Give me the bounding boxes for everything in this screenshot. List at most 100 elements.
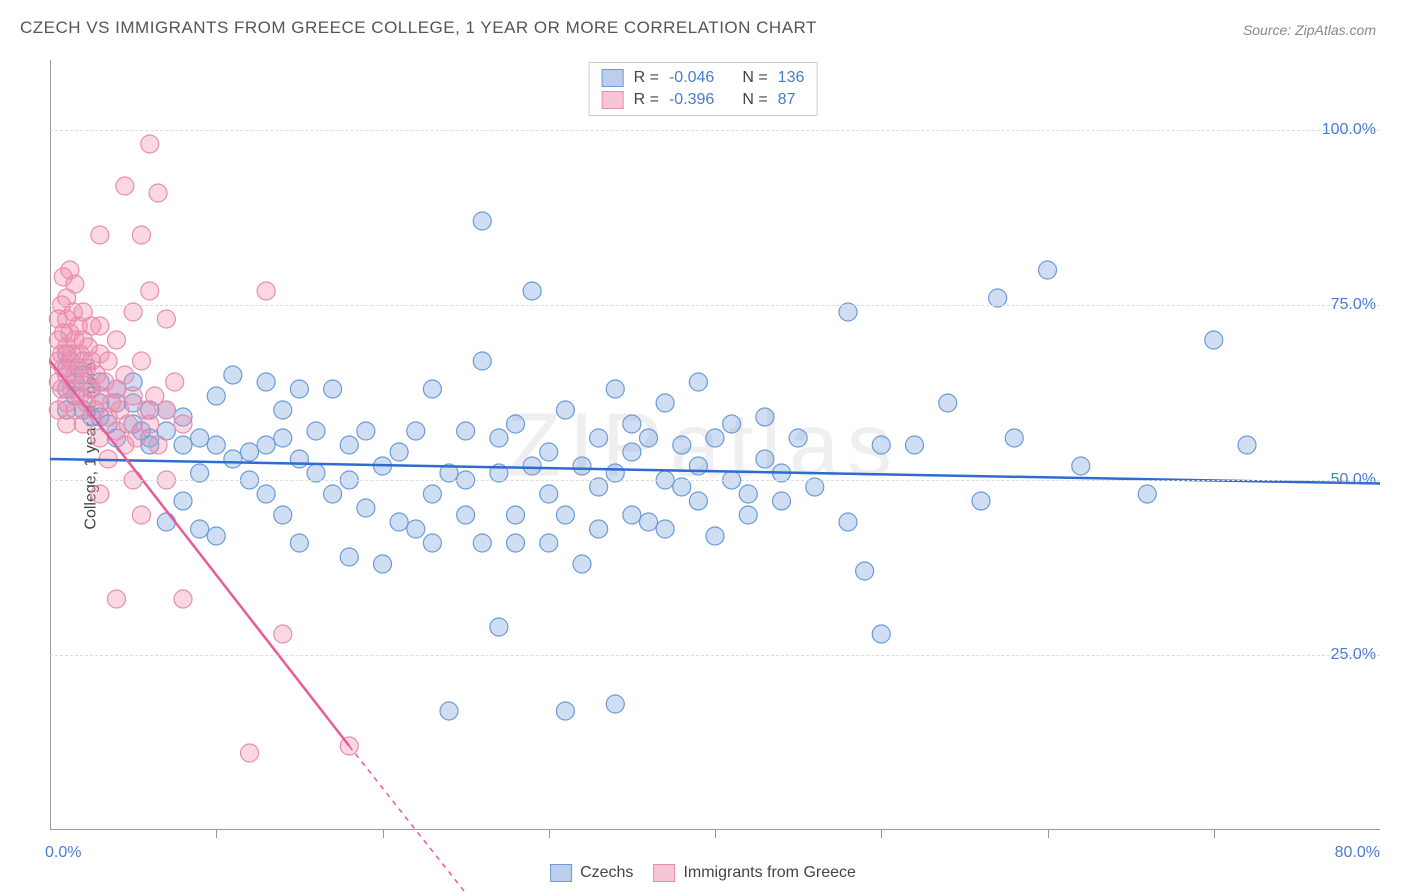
data-point bbox=[906, 436, 924, 454]
chart-svg bbox=[50, 60, 1380, 830]
legend-item: Immigrants from Greece bbox=[653, 864, 855, 882]
data-point bbox=[656, 520, 674, 538]
data-point bbox=[556, 702, 574, 720]
y-tick-label: 25.0% bbox=[1331, 646, 1376, 664]
data-point bbox=[606, 695, 624, 713]
data-point bbox=[457, 506, 475, 524]
data-point bbox=[241, 744, 259, 762]
data-point bbox=[108, 331, 126, 349]
data-point bbox=[132, 352, 150, 370]
data-point bbox=[507, 534, 525, 552]
data-point bbox=[590, 429, 608, 447]
data-point bbox=[507, 506, 525, 524]
data-point bbox=[556, 506, 574, 524]
data-point bbox=[357, 422, 375, 440]
x-tick bbox=[1214, 830, 1215, 838]
data-point bbox=[207, 527, 225, 545]
data-point bbox=[191, 520, 209, 538]
data-point bbox=[290, 450, 308, 468]
chart-title: CZECH VS IMMIGRANTS FROM GREECE COLLEGE,… bbox=[20, 18, 817, 38]
data-point bbox=[789, 429, 807, 447]
x-axis-max-label: 80.0% bbox=[1335, 844, 1380, 862]
y-tick-label: 50.0% bbox=[1331, 471, 1376, 489]
data-point bbox=[939, 394, 957, 412]
data-point bbox=[656, 394, 674, 412]
gridline bbox=[50, 480, 1380, 481]
legend-swatch-icon bbox=[602, 91, 624, 109]
n-value: 136 bbox=[778, 69, 805, 87]
data-point bbox=[856, 562, 874, 580]
data-point bbox=[1039, 261, 1057, 279]
data-point bbox=[872, 625, 890, 643]
data-point bbox=[174, 492, 192, 510]
data-point bbox=[457, 422, 475, 440]
data-point bbox=[207, 387, 225, 405]
data-point bbox=[141, 135, 159, 153]
data-point bbox=[166, 373, 184, 391]
data-point bbox=[66, 275, 84, 293]
data-point bbox=[1072, 457, 1090, 475]
r-label: R = bbox=[634, 91, 659, 109]
data-point bbox=[127, 429, 145, 447]
x-tick bbox=[383, 830, 384, 838]
data-point bbox=[274, 625, 292, 643]
data-point bbox=[274, 401, 292, 419]
data-point bbox=[174, 436, 192, 454]
data-point bbox=[872, 436, 890, 454]
data-point bbox=[91, 317, 109, 335]
data-point bbox=[573, 555, 591, 573]
legend-swatch-icon bbox=[602, 69, 624, 87]
data-point bbox=[257, 485, 275, 503]
n-label: N = bbox=[742, 91, 767, 109]
data-point bbox=[640, 513, 658, 531]
data-point bbox=[623, 506, 641, 524]
data-point bbox=[141, 415, 159, 433]
data-point bbox=[274, 506, 292, 524]
data-point bbox=[407, 422, 425, 440]
data-point bbox=[523, 282, 541, 300]
legend-row: R = -0.046 N = 136 bbox=[602, 67, 805, 89]
data-point bbox=[157, 401, 175, 419]
data-point bbox=[390, 513, 408, 531]
legend-item: Czechs bbox=[550, 864, 633, 882]
legend-correlation: R = -0.046 N = 136 R = -0.396 N = 87 bbox=[589, 62, 818, 116]
legend-label: Immigrants from Greece bbox=[683, 864, 855, 882]
data-point bbox=[839, 513, 857, 531]
data-point bbox=[473, 534, 491, 552]
data-point bbox=[739, 506, 757, 524]
data-point bbox=[706, 429, 724, 447]
data-point bbox=[1205, 331, 1223, 349]
data-point bbox=[773, 492, 791, 510]
data-point bbox=[490, 429, 508, 447]
data-point bbox=[191, 429, 209, 447]
data-point bbox=[423, 485, 441, 503]
data-point bbox=[1238, 436, 1256, 454]
gridline bbox=[50, 305, 1380, 306]
n-label: N = bbox=[742, 69, 767, 87]
data-point bbox=[357, 499, 375, 517]
data-point bbox=[91, 226, 109, 244]
data-point bbox=[149, 436, 167, 454]
data-point bbox=[756, 450, 774, 468]
x-tick bbox=[881, 830, 882, 838]
data-point bbox=[116, 177, 134, 195]
data-point bbox=[157, 310, 175, 328]
data-point bbox=[324, 485, 342, 503]
y-tick-label: 100.0% bbox=[1322, 121, 1376, 139]
data-point bbox=[116, 366, 134, 384]
legend-swatch-icon bbox=[550, 864, 572, 882]
data-point bbox=[739, 485, 757, 503]
data-point bbox=[390, 443, 408, 461]
regression-line-extrapolated bbox=[349, 746, 465, 892]
x-axis-min-label: 0.0% bbox=[45, 844, 81, 862]
data-point bbox=[290, 380, 308, 398]
data-point bbox=[1005, 429, 1023, 447]
data-point bbox=[540, 534, 558, 552]
data-point bbox=[274, 429, 292, 447]
data-point bbox=[590, 520, 608, 538]
x-tick bbox=[549, 830, 550, 838]
r-value: -0.046 bbox=[669, 69, 714, 87]
data-point bbox=[174, 415, 192, 433]
data-point bbox=[507, 415, 525, 433]
data-point bbox=[606, 380, 624, 398]
